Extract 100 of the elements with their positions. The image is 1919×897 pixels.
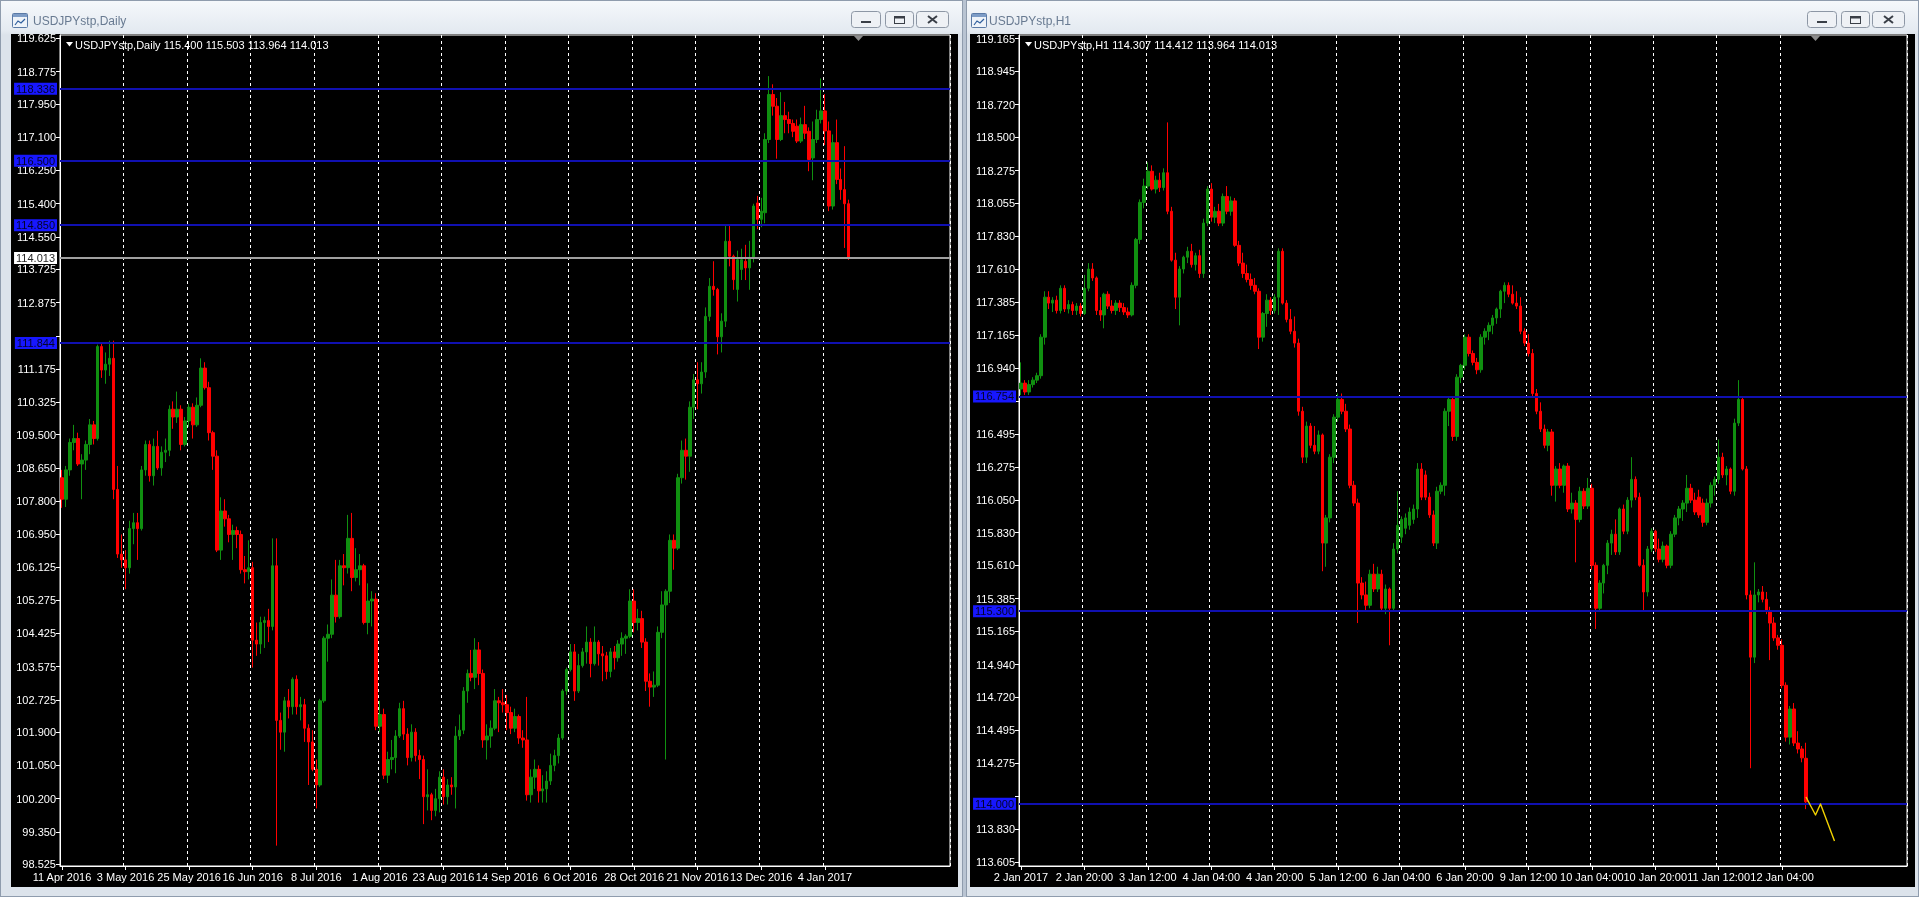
candlestick [247, 539, 250, 580]
candlestick [831, 133, 835, 211]
candlestick [60, 469, 64, 509]
x-tick-label: 1 Aug 2016 [352, 870, 408, 883]
candlestick [1372, 563, 1376, 593]
candlestick [366, 582, 370, 635]
candlestick [1023, 379, 1027, 396]
candlestick [446, 778, 449, 806]
y-tick-label: 117.610 [976, 263, 1015, 276]
x-tick-label: 6 Jan 04:00 [1372, 870, 1431, 883]
candlestick [1420, 462, 1423, 501]
candlestick [696, 361, 699, 410]
candlestick [1162, 167, 1165, 192]
candlestick [752, 203, 755, 263]
candlestick [795, 119, 799, 144]
candlestick [1574, 499, 1578, 563]
candlestick [1451, 395, 1455, 442]
candlestick [152, 438, 155, 487]
candlestick [295, 674, 298, 716]
candlestick [410, 723, 413, 762]
candlestick [1150, 164, 1154, 192]
candlestick [1102, 292, 1106, 329]
x-tick-label: 23 Aug 2016 [412, 870, 475, 883]
candlestick [275, 537, 278, 847]
candlestick [342, 553, 346, 586]
candlestick [744, 244, 747, 281]
candlestick [1435, 486, 1439, 550]
y-tick-label: 108.650 [16, 461, 56, 474]
candlestick [1079, 302, 1082, 317]
candlestick [171, 400, 175, 430]
y-tick-label: 118.720 [976, 98, 1015, 111]
candlestick [1582, 487, 1586, 510]
candlestick [517, 714, 521, 745]
y-tick-label: 113.605 [976, 856, 1015, 869]
candlestick [1154, 175, 1158, 194]
candlestick [1067, 299, 1070, 314]
y-tick-label: 114.275 [976, 757, 1015, 770]
candlestick [1027, 379, 1031, 396]
candlestick [573, 643, 576, 702]
candlestick [636, 608, 640, 631]
candlestick [1221, 193, 1225, 227]
x-tick-label: 2 Jan 2017 [993, 870, 1049, 883]
candlestick [1729, 467, 1732, 495]
ref-line-label: 118.336 [16, 82, 55, 95]
candlestick [1578, 486, 1582, 523]
y-tick-label: 117.100 [17, 131, 56, 144]
ref-line-label: 114.013 [16, 252, 55, 265]
candlestick [1051, 296, 1054, 313]
candlestick [1408, 507, 1411, 531]
x-tick-label: 8 Jul 2016 [290, 870, 342, 883]
y-tick-label: 116.250 [17, 164, 56, 177]
y-tick-label: 113.830 [976, 822, 1015, 835]
x-tick-label: 4 Jan 2017 [797, 870, 853, 883]
y-tick-label: 118.275 [976, 164, 1015, 177]
candlestick [613, 645, 616, 670]
candlestick [350, 512, 354, 592]
y-tick-label: 114.550 [17, 230, 56, 243]
candlestick [585, 625, 588, 665]
x-tick-label: 2 Jan 20:00 [1055, 870, 1114, 883]
candlestick [1721, 452, 1724, 479]
x-tick-label: 3 May 2016 [96, 870, 155, 883]
candlestick [1546, 428, 1550, 452]
y-tick-label: 98.525 [22, 858, 56, 871]
candlestick [1725, 465, 1728, 486]
candlestick [136, 512, 139, 561]
ref-line-label: 111.844 [16, 337, 55, 350]
candlestick [1661, 541, 1665, 563]
x-tick-label: 3 Jan 12:00 [1119, 870, 1177, 883]
y-tick-label: 118.775 [17, 65, 56, 78]
candlestick [374, 592, 378, 731]
candlestick [148, 440, 151, 483]
y-tick-label: 119.165 [976, 32, 1015, 45]
y-tick-label: 102.725 [16, 693, 56, 706]
candlestick [1063, 284, 1066, 313]
candlestick [1190, 243, 1193, 269]
x-tick-label: 4 Jan 20:00 [1245, 870, 1304, 883]
candlestick [1126, 307, 1130, 319]
y-tick-label: 106.125 [16, 560, 56, 573]
candlestick [76, 432, 80, 467]
x-tick-label: 6 Jan 20:00 [1436, 870, 1494, 883]
candlestick [1198, 249, 1201, 279]
y-tick-label: 114.720 [976, 691, 1015, 704]
candlestick [1566, 462, 1570, 513]
y-tick-label: 118.055 [976, 197, 1015, 210]
x-tick-label: 21 Nov 2016 [666, 870, 729, 883]
candlestick [1277, 247, 1280, 316]
x-tick-label: 13 Dec 2016 [730, 870, 793, 883]
candlestick [799, 117, 803, 144]
candlestick [684, 438, 688, 481]
candlestick [338, 559, 342, 620]
y-tick-label: 118.945 [976, 65, 1015, 78]
y-tick-label: 115.610 [976, 559, 1015, 572]
chart-subtitle: USDJPYstp,H1 114.307 114.412 113.964 114.013 [1034, 38, 1278, 51]
candlestick [1106, 290, 1110, 310]
y-tick-label: 100.200 [16, 792, 56, 805]
y-tick-label: 114.940 [976, 658, 1015, 671]
candlestick [632, 588, 636, 633]
candlestick [672, 533, 676, 571]
candlestick [1194, 252, 1197, 272]
candlestick [354, 547, 358, 582]
